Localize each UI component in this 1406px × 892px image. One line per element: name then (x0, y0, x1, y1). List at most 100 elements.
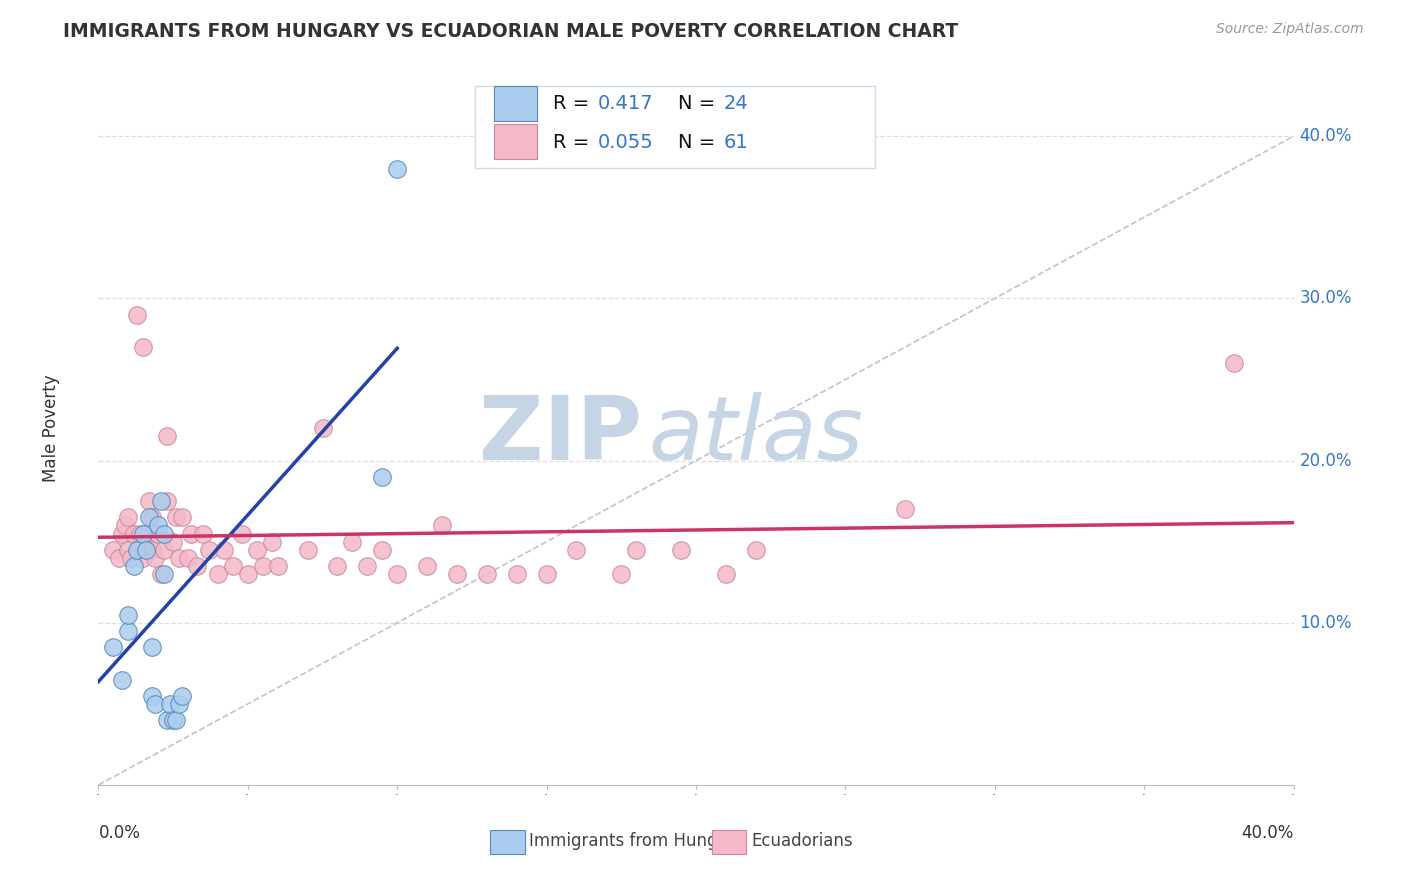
Point (103, 640, 125, 654)
Point (236, 567, 259, 582)
Point (172, 510, 194, 524)
Point (141, 510, 163, 524)
Point (165, 510, 187, 524)
Point (198, 542, 221, 557)
Point (124, 526, 146, 541)
Point (148, 526, 170, 541)
Point (156, 494, 179, 508)
Point (153, 542, 176, 557)
Point (132, 526, 155, 541)
Point (156, 429, 179, 443)
Text: IMMIGRANTS FROM HUNGARY VS ECUADORIAN MALE POVERTY CORRELATION CHART: IMMIGRANTS FROM HUNGARY VS ECUADORIAN MA… (63, 22, 959, 41)
Point (430, 518, 453, 533)
Text: Immigrants from Hungary: Immigrants from Hungary (529, 832, 744, 850)
Point (141, 689, 163, 703)
Point (148, 518, 170, 533)
Point (311, 421, 333, 435)
Point (132, 550, 155, 565)
Text: 20.0%: 20.0% (1299, 451, 1353, 469)
Text: N =: N = (678, 133, 721, 152)
Point (108, 550, 131, 565)
Point (150, 494, 173, 508)
Point (153, 526, 176, 541)
Point (565, 542, 588, 557)
Point (150, 567, 173, 582)
Point (117, 624, 139, 638)
Text: 40.0%: 40.0% (1299, 128, 1353, 145)
Point (207, 567, 229, 582)
Point (127, 542, 149, 557)
Text: 30.0%: 30.0% (1299, 289, 1353, 308)
Point (475, 567, 498, 582)
Text: R =: R = (553, 95, 595, 113)
Text: R =: R = (553, 133, 595, 152)
FancyBboxPatch shape (494, 86, 537, 120)
Text: N =: N = (678, 95, 721, 113)
Text: Male Poverty: Male Poverty (42, 375, 59, 482)
Point (165, 713, 187, 727)
Point (120, 550, 142, 565)
Point (212, 542, 235, 557)
Point (117, 510, 139, 524)
Text: 61: 61 (724, 133, 748, 152)
Point (371, 542, 394, 557)
Point (371, 470, 394, 484)
Point (180, 526, 202, 541)
Point (222, 559, 245, 574)
Point (356, 559, 378, 574)
Point (135, 534, 157, 549)
Point (162, 713, 184, 727)
Point (153, 567, 176, 582)
Point (167, 697, 190, 711)
Point (714, 567, 737, 582)
Point (138, 510, 160, 524)
Point (385, 567, 409, 582)
Point (1223, 356, 1246, 370)
Point (177, 550, 200, 565)
Text: 0.055: 0.055 (598, 133, 654, 152)
Point (117, 542, 139, 557)
Point (610, 567, 633, 582)
Text: 0.417: 0.417 (598, 95, 654, 113)
Text: Source: ZipAtlas.com: Source: ZipAtlas.com (1216, 22, 1364, 37)
Text: 0.0%: 0.0% (98, 824, 141, 842)
Point (669, 542, 692, 557)
FancyBboxPatch shape (475, 86, 876, 168)
Text: Ecuadorians: Ecuadorians (751, 832, 852, 850)
Point (111, 673, 134, 687)
Point (132, 340, 155, 354)
Point (342, 534, 364, 549)
Point (297, 542, 319, 557)
Point (129, 526, 152, 541)
Point (159, 697, 181, 711)
Point (143, 550, 166, 565)
Text: atlas: atlas (648, 392, 863, 478)
Point (326, 559, 349, 574)
Point (124, 559, 146, 574)
Point (103, 542, 125, 557)
Point (135, 542, 157, 557)
Text: 10.0%: 10.0% (1299, 614, 1353, 632)
Point (186, 559, 208, 574)
Point (267, 559, 290, 574)
Point (385, 161, 409, 176)
Point (167, 550, 190, 565)
Point (172, 689, 194, 703)
Point (141, 640, 163, 654)
Point (246, 542, 269, 557)
FancyBboxPatch shape (494, 124, 537, 160)
Point (127, 308, 149, 322)
Point (536, 567, 558, 582)
Text: ZIP: ZIP (479, 392, 643, 479)
Point (260, 534, 283, 549)
FancyBboxPatch shape (491, 830, 524, 855)
Point (111, 526, 134, 541)
Point (143, 697, 166, 711)
Point (114, 518, 136, 533)
Text: 24: 24 (724, 95, 748, 113)
Text: 40.0%: 40.0% (1241, 824, 1294, 842)
Point (446, 567, 468, 582)
Point (138, 494, 160, 508)
Point (626, 542, 648, 557)
Point (162, 534, 184, 549)
